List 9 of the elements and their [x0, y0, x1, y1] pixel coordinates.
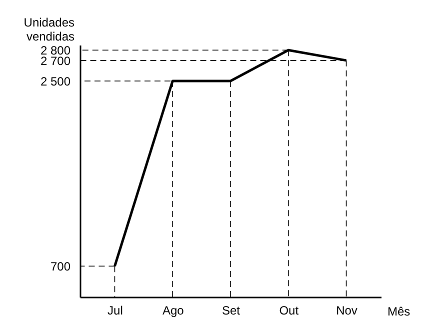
x-tick-label: Ago	[162, 304, 184, 318]
x-tick-label: Set	[222, 304, 241, 318]
x-axis-title: Mês	[388, 304, 410, 318]
y-tick-label: 2 500	[40, 74, 71, 88]
x-tick-label: Jul	[108, 304, 123, 318]
y-axis-title: Unidades vendidas	[24, 16, 74, 44]
y-tick-label: 700	[50, 260, 71, 274]
x-tick-label: Out	[279, 304, 300, 318]
x-tick-label: Nov	[336, 304, 358, 318]
